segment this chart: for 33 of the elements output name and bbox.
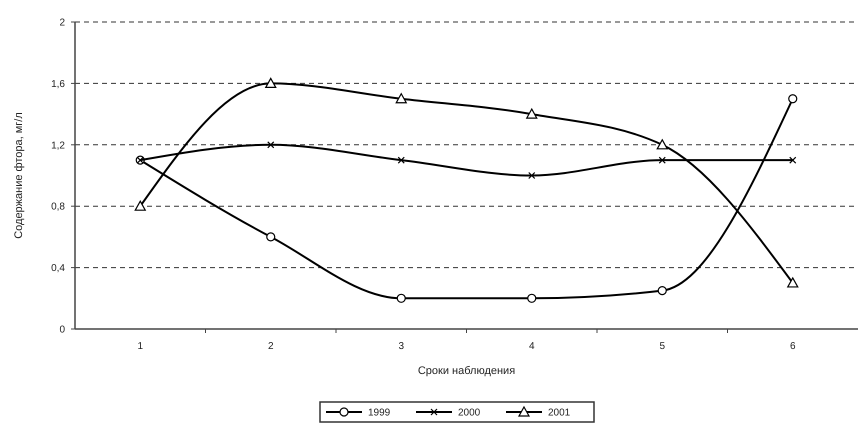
x-axis-title: Сроки наблюдения bbox=[418, 365, 516, 377]
point bbox=[788, 94, 798, 104]
y-tick-label: 0,8 bbox=[51, 202, 66, 213]
x-tick-label: 3 bbox=[398, 341, 404, 352]
x-tick-label: 6 bbox=[790, 341, 796, 352]
y-axis-title: Содержание фтора, мг/л bbox=[13, 112, 25, 239]
point bbox=[266, 232, 276, 242]
y-tick-label: 1,2 bbox=[51, 140, 66, 152]
legend-label: 1999 bbox=[368, 408, 391, 418]
point bbox=[398, 156, 405, 164]
point bbox=[396, 294, 406, 303]
x-tick-label: 5 bbox=[659, 341, 666, 352]
y-tick-label: 2 bbox=[59, 18, 66, 28]
point bbox=[658, 156, 666, 164]
point bbox=[658, 286, 667, 296]
y-tick-label: 0,4 bbox=[51, 263, 66, 274]
point bbox=[528, 172, 536, 180]
x-tick-label: 4 bbox=[528, 341, 535, 352]
point bbox=[267, 141, 274, 148]
y-tick-label: 0 bbox=[59, 324, 66, 336]
point bbox=[134, 200, 146, 211]
legend-label: 2001 bbox=[548, 408, 571, 418]
point bbox=[526, 108, 538, 119]
point bbox=[396, 93, 407, 104]
point bbox=[787, 277, 798, 288]
point bbox=[656, 139, 668, 150]
point bbox=[789, 156, 796, 164]
x-tick-label: 1 bbox=[137, 341, 144, 352]
y-tick-label: 1,6 bbox=[51, 78, 66, 90]
point bbox=[527, 294, 536, 303]
point bbox=[265, 78, 276, 88]
legend-label: 2000 bbox=[458, 408, 481, 418]
x-tick-label: 2 bbox=[268, 341, 274, 352]
